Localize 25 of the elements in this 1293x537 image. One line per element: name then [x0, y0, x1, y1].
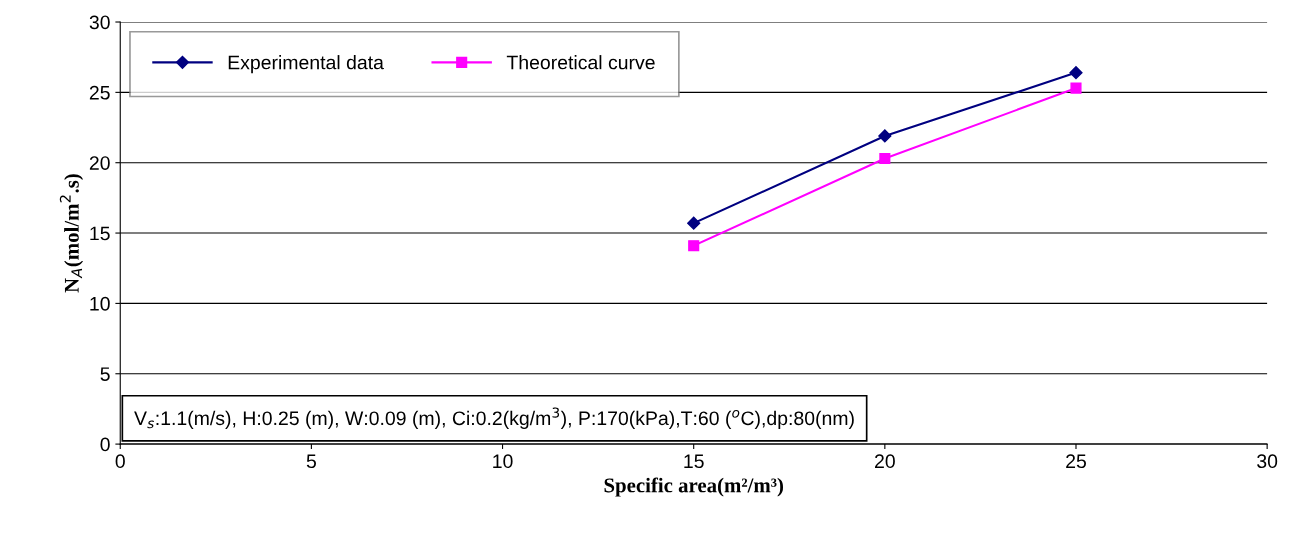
x-tick-label: 0 [115, 454, 125, 469]
x-tick-label: 20 [875, 454, 895, 469]
point [1070, 82, 1082, 94]
x-tick-label: 15 [684, 454, 704, 469]
point [879, 152, 891, 165]
y-tick-label: 20 [89, 156, 110, 170]
point [878, 129, 892, 143]
y-tick-label: 25 [89, 85, 110, 100]
x-tick-label: 30 [1257, 454, 1278, 469]
point [688, 240, 700, 252]
y-tick-label: 15 [90, 226, 110, 241]
y-axis-title: N$_{A}$(mol/m$^{2}$.s) [59, 174, 84, 293]
point [687, 216, 701, 230]
x-tick-label: 5 [306, 454, 316, 469]
point [1069, 66, 1083, 80]
y-tick-label: 10 [90, 296, 110, 311]
x-tick-label: 10 [493, 454, 513, 469]
legend-label: Experimental data [228, 55, 384, 74]
y-tick-label: 5 [100, 367, 110, 381]
x-tick-label: 25 [1066, 454, 1086, 469]
y-tick-label: 0 [100, 437, 110, 452]
annotation: V$_{s}$:1.1(m/s), H:0.25 (m), W:0.09 (m), Ci:0.2(kg/m$^{3}$), P:170(kPa),T:60 ($^{o}$C),dp:80(nm) [134, 407, 854, 429]
y-tick-label: 30 [89, 15, 110, 30]
legend-label: Theoretical curve [506, 55, 655, 70]
x-axis-title: Specific area(m²/m³) [604, 477, 784, 497]
